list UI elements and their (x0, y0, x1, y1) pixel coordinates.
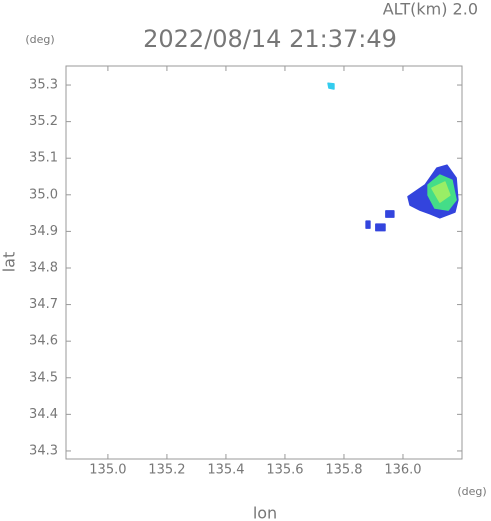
y-tick-label: 34.7 (29, 297, 58, 312)
chart-title: 2022/08/14 21:37:49 (143, 25, 397, 53)
x-tick-label: 135.6 (266, 463, 303, 478)
echo-region (385, 210, 395, 218)
echo-region (327, 82, 335, 90)
y-tick-label: 35.3 (29, 78, 58, 93)
x-unit: (deg) (457, 485, 486, 498)
x-tick-label: 135.8 (325, 463, 362, 478)
x-tick-label: 135.0 (89, 463, 126, 478)
y-axis-label: lat (0, 252, 19, 273)
y-tick-label: 35.1 (29, 151, 58, 166)
x-tick-label: 136.0 (384, 463, 421, 478)
echo-region (431, 181, 451, 203)
echo-region (365, 220, 371, 229)
y-tick-label: 34.9 (29, 224, 58, 239)
y-unit: (deg) (25, 33, 54, 46)
x-tick-label: 135.4 (207, 463, 244, 478)
echo-region (375, 223, 386, 232)
y-tick-label: 34.5 (29, 370, 58, 385)
x-axis-label: lon (253, 504, 277, 521)
x-tick-label: 135.2 (148, 463, 185, 478)
plot-frame (65, 65, 463, 460)
y-tick-label: 34.6 (29, 334, 58, 349)
y-tick-label: 34.8 (29, 260, 58, 275)
subtitle: ALT(km) 2.0 (383, 0, 478, 19)
y-tick-label: 35.0 (29, 187, 58, 202)
y-tick-label: 35.2 (29, 114, 58, 129)
y-tick-label: 34.4 (29, 407, 58, 422)
y-tick-label: 34.3 (29, 443, 58, 458)
